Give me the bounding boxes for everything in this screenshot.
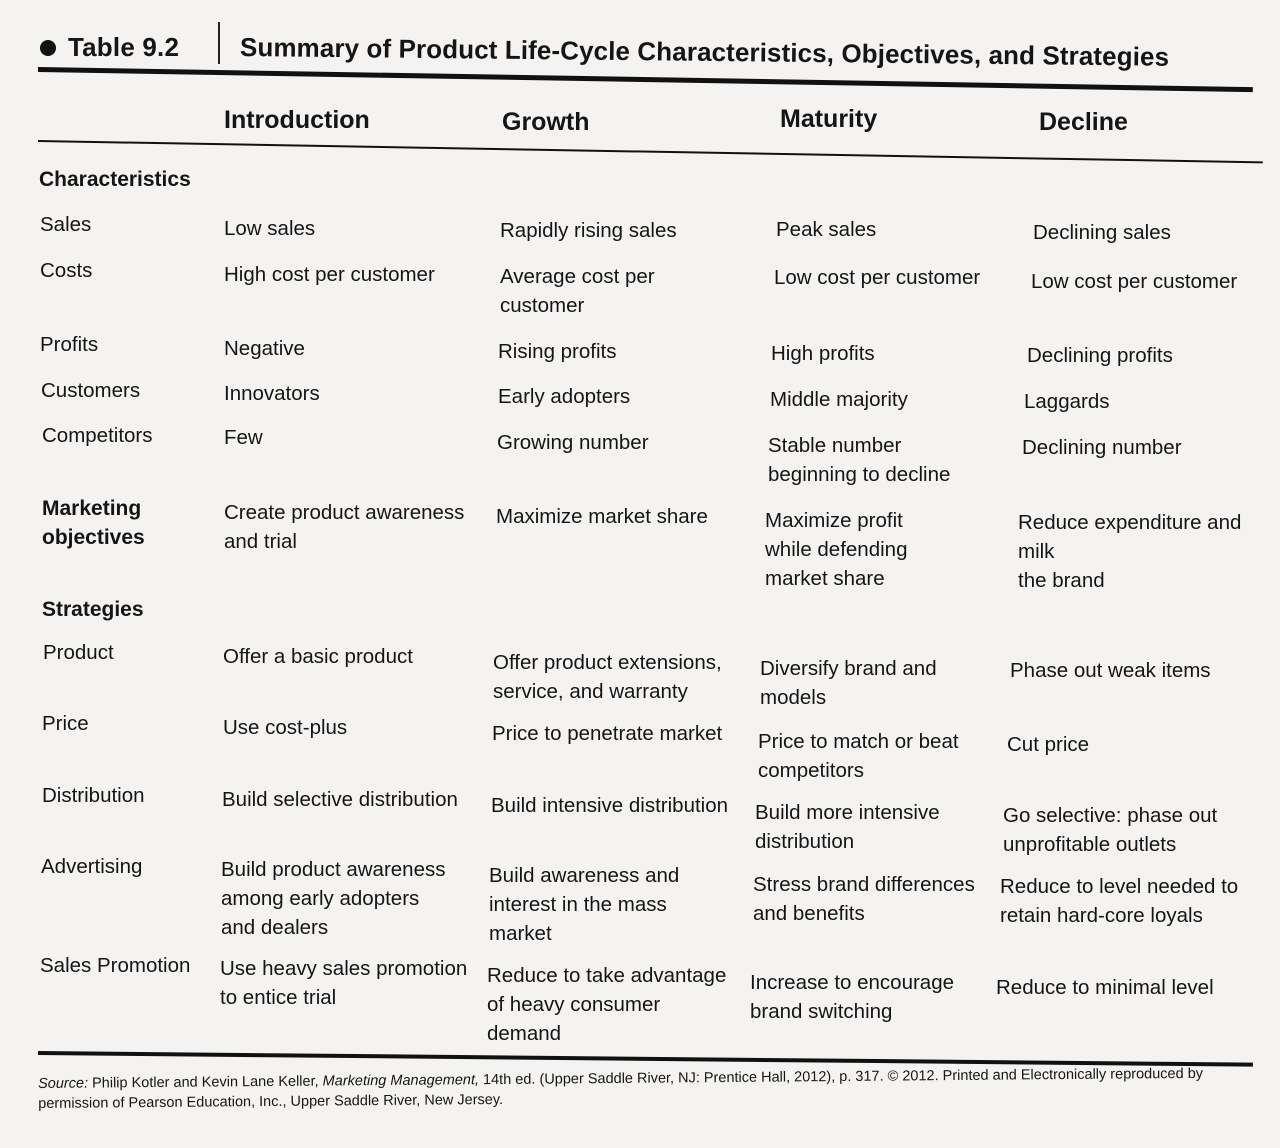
cell-distribution-maturity: Build more intensive distribution — [755, 801, 940, 853]
cell-sales-decline: Declining sales — [1033, 221, 1171, 244]
row-label-competitors: Competitors — [42, 424, 153, 447]
section-characteristics: Characteristics — [39, 168, 191, 191]
cell-price-growth: Price to penetrate market — [492, 722, 723, 745]
cell-sales-promotion-growth: Reduce to take advantage of heavy consum… — [487, 964, 727, 1045]
cell-distribution-introduction: Build selective distribution — [222, 788, 458, 811]
table-label: Table 9.2 — [68, 32, 180, 62]
cell-costs-growth: Average cost per customer — [500, 265, 655, 317]
cell-sales-introduction: Low sales — [224, 217, 316, 240]
bottom-rule — [37, 1051, 1253, 1067]
cell-costs-decline: Low cost per customer — [1031, 270, 1238, 293]
section-strategies: Strategies — [42, 598, 144, 621]
cell-price-maturity: Price to match or beat competitors — [758, 730, 959, 782]
cell-sales-growth: Rapidly rising sales — [500, 219, 677, 242]
column-header-introduction: Introduction — [224, 106, 370, 134]
row-label-advertising: Advertising — [41, 855, 143, 878]
cell-product-maturity: Diversify brand and models — [760, 657, 937, 709]
source-note: Source: Philip Kotler and Kevin Lane Kel… — [38, 1064, 1228, 1114]
cell-price-decline: Cut price — [1007, 733, 1090, 756]
cell-product-growth: Offer product extensions, service, and w… — [493, 651, 722, 703]
title-divider — [218, 22, 220, 64]
column-header-decline: Decline — [1039, 108, 1128, 136]
cell-distribution-growth: Build intensive distribution — [491, 794, 729, 817]
cell-objectives-growth: Maximize market share — [496, 505, 708, 528]
cell-competitors-growth: Growing number — [497, 431, 649, 454]
cell-sales-promotion-introduction: Use heavy sales promotion to entice tria… — [220, 957, 468, 1009]
cell-objectives-maturity: Maximize profit while defending market s… — [765, 509, 908, 590]
cell-product-introduction: Offer a basic product — [223, 645, 413, 668]
cell-costs-maturity: Low cost per customer — [774, 266, 981, 289]
row-label-sales-promotion: Sales Promotion — [40, 954, 191, 977]
cell-distribution-decline: Go selective: phase out unprofitable out… — [1003, 804, 1218, 856]
cell-competitors-introduction: Few — [224, 426, 263, 449]
cell-profits-growth: Rising profits — [498, 340, 617, 363]
cell-customers-growth: Early adopters — [498, 385, 631, 408]
cell-customers-introduction: Innovators — [224, 382, 320, 405]
table-title: Summary of Product Life-Cycle Characteri… — [239, 32, 1170, 72]
cell-advertising-maturity: Stress brand differences and benefits — [753, 873, 975, 925]
cell-product-decline: Phase out weak items — [1010, 659, 1211, 682]
cell-profits-introduction: Negative — [224, 337, 305, 360]
cell-competitors-decline: Declining number — [1022, 436, 1182, 459]
cell-profits-maturity: High profits — [771, 342, 875, 365]
row-label-sales: Sales — [40, 213, 92, 236]
source-book-title: Marketing Management, — [322, 1072, 480, 1090]
cell-price-introduction: Use cost-plus — [223, 716, 348, 739]
cell-sales-maturity: Peak sales — [776, 218, 877, 241]
row-label-price: Price — [42, 712, 89, 735]
cell-sales-promotion-maturity: Increase to encourage brand switching — [750, 971, 954, 1023]
source-prefix: Source: — [38, 1075, 89, 1092]
section-marketing-objectives: Marketing objectives — [42, 497, 145, 549]
column-header-maturity: Maturity — [780, 105, 878, 133]
row-label-distribution: Distribution — [42, 784, 145, 807]
cell-customers-decline: Laggards — [1024, 390, 1110, 413]
table-header: Table 9.2 Summary of Product Life-Cycle … — [38, 14, 1263, 72]
row-label-customers: Customers — [41, 379, 141, 402]
row-label-product: Product — [43, 641, 114, 664]
cell-competitors-maturity: Stable number beginning to decline — [768, 434, 951, 486]
row-label-costs: Costs — [40, 259, 93, 282]
cell-sales-promotion-decline: Reduce to minimal level — [996, 976, 1214, 999]
cell-customers-maturity: Middle majority — [770, 388, 908, 411]
source-authors: Philip Kotler and Kevin Lane Keller, — [87, 1073, 323, 1092]
cell-objectives-decline: Reduce expenditure and milk the brand — [1018, 511, 1242, 592]
header-rule — [37, 140, 1263, 163]
cell-advertising-decline: Reduce to level needed to retain hard-co… — [1000, 875, 1239, 927]
cell-objectives-introduction: Create product awareness and trial — [224, 501, 465, 553]
cell-profits-decline: Declining profits — [1027, 344, 1173, 367]
cell-advertising-growth: Build awareness and interest in the mass… — [489, 864, 680, 945]
bullet-icon — [40, 40, 56, 56]
cell-costs-introduction: High cost per customer — [224, 263, 435, 286]
column-header-growth: Growth — [502, 108, 590, 136]
cell-advertising-introduction: Build product awareness among early adop… — [221, 858, 446, 939]
row-label-profits: Profits — [40, 333, 99, 356]
